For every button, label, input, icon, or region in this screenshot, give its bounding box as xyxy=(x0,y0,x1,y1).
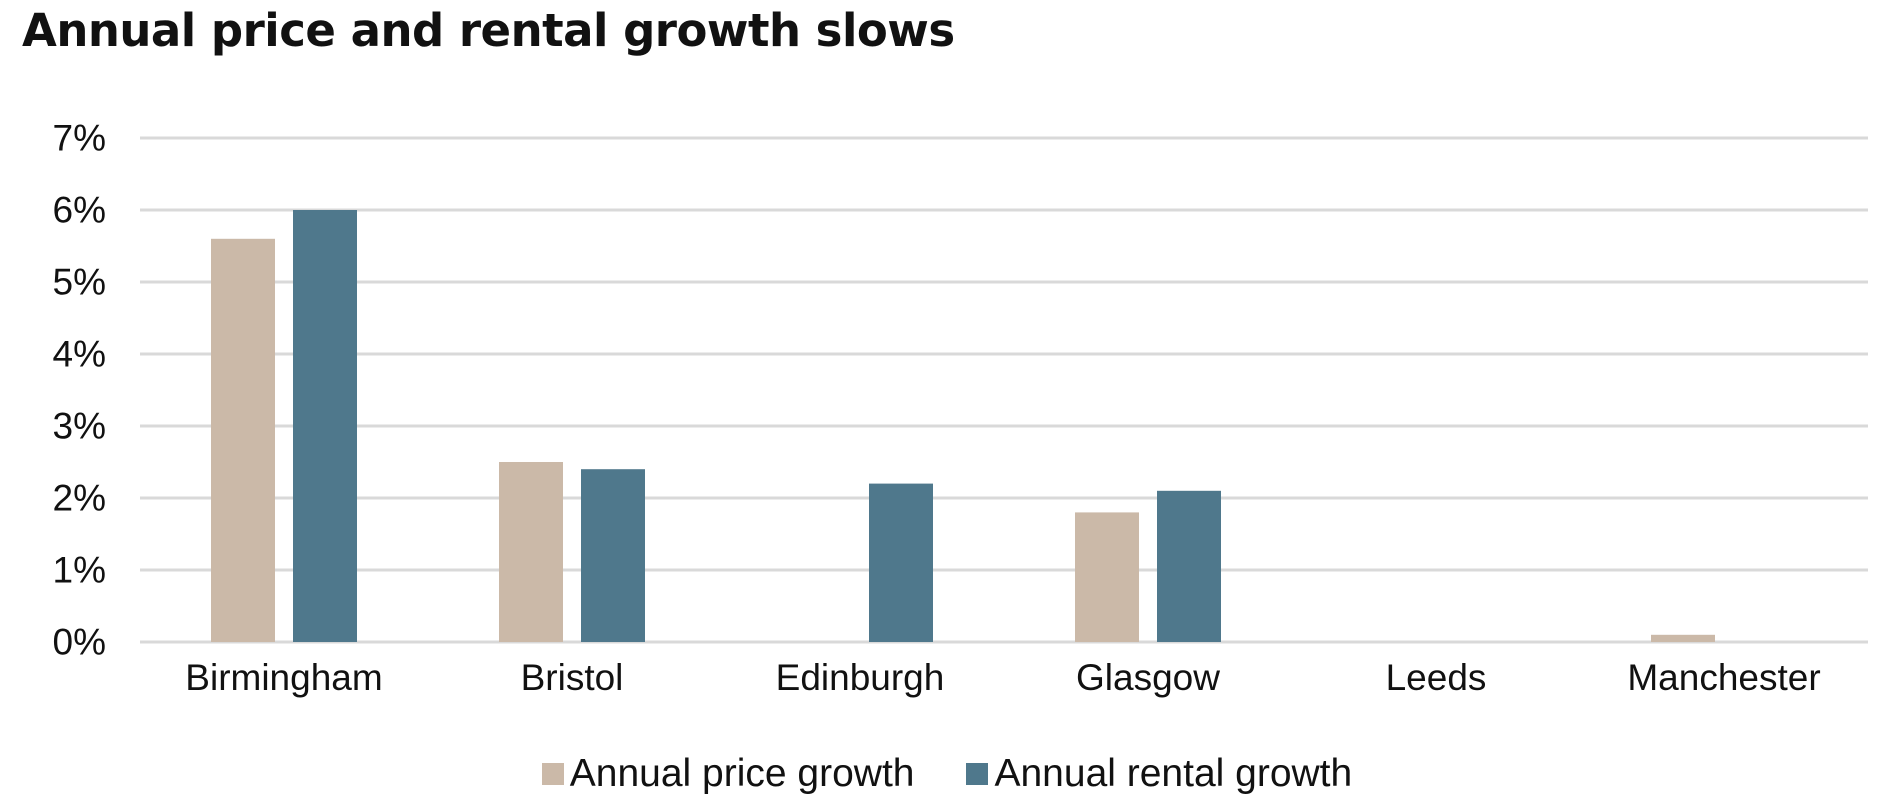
y-tick-label: 7% xyxy=(53,118,106,159)
x-tick-label: Birmingham xyxy=(185,657,382,698)
x-tick-label: Glasgow xyxy=(1076,657,1220,698)
x-tick-label: Manchester xyxy=(1627,657,1820,698)
legend: Annual price growth Annual rental growth xyxy=(0,752,1894,796)
x-tick-label: Leeds xyxy=(1386,657,1487,698)
y-tick-label: 4% xyxy=(53,334,106,375)
y-tick-label: 6% xyxy=(53,190,106,231)
chart-title: Annual price and rental growth slows xyxy=(22,4,955,57)
y-tick-label: 5% xyxy=(53,262,106,303)
bar-rental-edinburgh xyxy=(869,483,933,642)
x-tick-label: Edinburgh xyxy=(776,657,945,698)
bar-rental-glasgow xyxy=(1157,490,1221,642)
bar-price-birmingham xyxy=(211,238,275,643)
bar-price-bristol xyxy=(499,462,563,642)
bar-price-manchester xyxy=(1651,634,1715,642)
legend-item-price-growth[interactable]: Annual price growth xyxy=(541,752,915,796)
x-axis-ticks: Birmingham Bristol Edinburgh Glasgow Leeds Ma… xyxy=(185,657,1820,698)
legend-item-rental-growth[interactable]: Annual rental growth xyxy=(966,752,1352,796)
legend-swatch-price-growth xyxy=(541,763,564,785)
y-tick-label: 2% xyxy=(53,478,106,519)
gridlines xyxy=(140,136,1868,644)
bar-rental-birmingham xyxy=(293,210,357,642)
bar-price-glasgow xyxy=(1075,512,1139,642)
bar-rental-bristol xyxy=(581,469,645,642)
legend-label-rental-growth: Annual rental growth xyxy=(994,752,1353,795)
legend-label-price-growth: Annual price growth xyxy=(569,752,915,795)
x-tick-label: Bristol xyxy=(521,657,624,698)
bars xyxy=(211,210,1715,643)
y-tick-label: 0% xyxy=(53,622,106,663)
y-tick-label: 1% xyxy=(53,550,106,591)
legend-swatch-rental-growth xyxy=(966,763,989,785)
y-tick-label: 3% xyxy=(53,406,106,447)
y-axis-ticks: 0% 1% 2% 3% 4% 5% 6% 7% xyxy=(53,118,106,663)
